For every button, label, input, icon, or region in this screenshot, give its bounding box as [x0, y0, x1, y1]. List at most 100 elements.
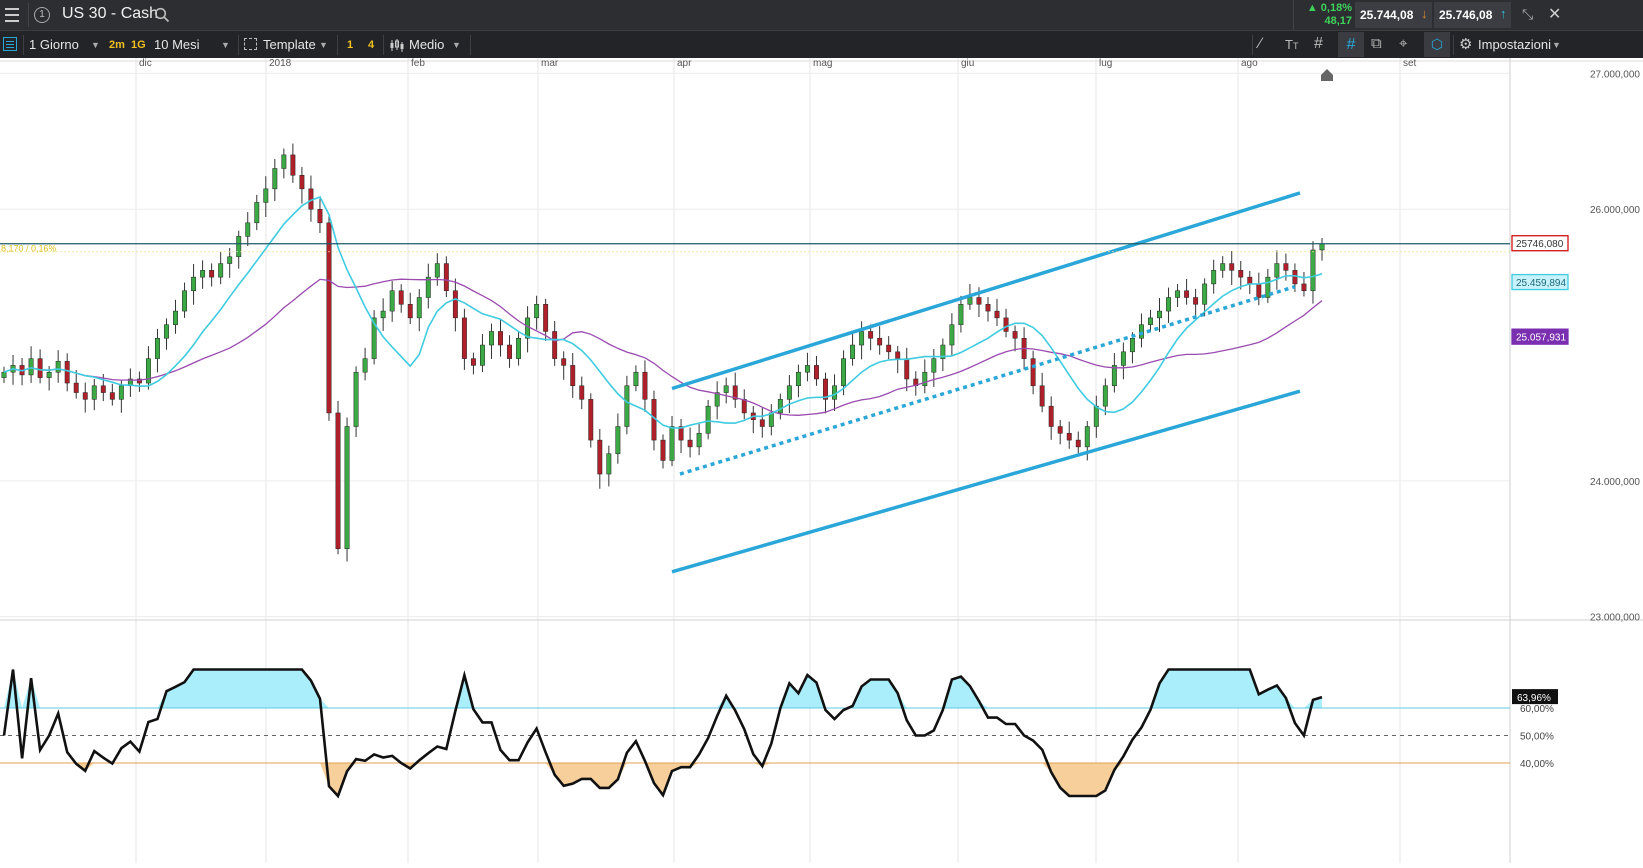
period-select[interactable]: 1 Giorno ▼ — [29, 31, 103, 59]
change-pts: 48,17 — [1324, 15, 1352, 27]
candle-down — [82, 392, 88, 400]
copy-icon[interactable]: ⧉ — [1371, 35, 1382, 52]
info-icon[interactable]: 1 — [34, 7, 50, 23]
symbol-title[interactable]: US 30 - Cash — [62, 5, 159, 22]
candle-down — [335, 412, 341, 549]
target-icon[interactable]: ⌖ — [1399, 35, 1408, 52]
chevron-down-icon[interactable]: ▼ — [1552, 40, 1561, 50]
rsi-current-box — [1512, 689, 1558, 705]
list-icon[interactable] — [3, 37, 17, 51]
candle-down — [326, 222, 332, 414]
range-select[interactable]: 10 Mesi ▼ — [154, 31, 232, 59]
home-marker-icon — [1321, 69, 1333, 81]
change-block: ▲ 0,18% 48,17 — [1296, 1, 1352, 29]
y-axis-label: 24.000,000 — [1590, 477, 1640, 488]
ma-slow-badge-box — [1511, 328, 1569, 345]
candle-up — [804, 365, 810, 373]
candle-down — [100, 385, 106, 393]
style-select[interactable]: Medio ▼ — [409, 31, 464, 59]
maximize-icon[interactable]: ⤡ — [1522, 6, 1534, 22]
price-chart[interactable]: dic 2018 feb mar apr mag giu lug ago set 27.000,0… — [0, 58, 1643, 863]
candle-down — [877, 337, 883, 346]
candle-up — [922, 371, 928, 387]
gear-icon[interactable]: ⚙ — [1459, 36, 1473, 53]
candle-up — [182, 290, 187, 312]
candle-up — [200, 270, 206, 278]
close-icon[interactable]: ✕ — [1548, 6, 1562, 23]
x-axis-label: mar — [541, 58, 559, 69]
candle-up — [669, 426, 675, 461]
candle-down — [678, 426, 684, 441]
chart-area[interactable]: dic 2018 feb mar apr mag giu lug ago set 27.000,0… — [0, 58, 1643, 863]
candle-up — [173, 310, 178, 325]
rsi-level-label: 50,00% — [1520, 732, 1554, 743]
candle-up — [1111, 365, 1117, 387]
candle-down — [470, 358, 476, 366]
template-select[interactable]: Template ▼ — [263, 31, 333, 59]
ask-box[interactable]: 25.746,08 ↑ — [1434, 2, 1511, 28]
candle-down — [895, 351, 901, 359]
tag-icon[interactable]: ⬡ — [1424, 32, 1450, 57]
candle-up — [705, 405, 711, 434]
channel-upper-line — [671, 191, 1301, 391]
bid-down-arrow-icon: ↓ — [1421, 6, 1428, 21]
crosshair-grid-icon[interactable]: # — [1338, 32, 1364, 57]
grid-icon[interactable]: # — [1314, 35, 1323, 52]
candle-down — [687, 439, 693, 448]
ma-slow-badge-text: 25.057,931 — [1516, 333, 1566, 344]
candle-up — [272, 168, 278, 190]
candle-up — [516, 337, 522, 359]
candle-up — [1220, 263, 1226, 271]
y-axis-label: 23.000,000 — [1590, 613, 1640, 624]
candle-up — [624, 385, 630, 427]
indicator-badge-1[interactable]: 1 — [347, 39, 354, 51]
candle-down — [1283, 263, 1289, 271]
candle-down — [976, 297, 982, 305]
candle-down — [1292, 270, 1298, 285]
trend-channel[interactable] — [671, 191, 1301, 574]
candle-down — [814, 365, 819, 380]
candle-down — [868, 331, 874, 339]
template-icon[interactable] — [244, 38, 257, 50]
candle-up — [714, 392, 720, 407]
chart-style-icon[interactable] — [389, 37, 405, 53]
timeframe-2m[interactable]: 2m — [109, 39, 125, 51]
settings-button[interactable]: Impostazioni — [1478, 37, 1551, 52]
candle-up — [841, 358, 846, 387]
indicator-badge-4[interactable]: 4 — [368, 39, 375, 51]
rsi-panel: 60,00% 50,00% 40,00% 63,96% — [0, 668, 1558, 799]
candle-down — [552, 331, 558, 359]
candle-up — [1129, 337, 1135, 353]
draw-line-icon[interactable]: ∕ — [1259, 35, 1262, 52]
candle-up — [191, 276, 197, 291]
candle-up — [1175, 290, 1181, 298]
candle-up — [218, 263, 224, 278]
candle-up — [1093, 405, 1099, 427]
candle-up — [696, 433, 702, 448]
style-label: Medio — [409, 37, 445, 52]
text-tool-icon[interactable]: TT — [1285, 37, 1299, 52]
bid-box[interactable]: 25.744,08 ↓ — [1355, 2, 1432, 28]
timeframe-1g[interactable]: 1G — [131, 39, 146, 51]
chevron-down-icon: ▼ — [221, 40, 230, 50]
menu-icon[interactable] — [5, 8, 19, 22]
top-bar: 1 US 30 - Cash ▲ 0,18% 48,17 25.744,08 ↓… — [0, 0, 1643, 30]
up-arrow-icon: ▲ — [1306, 2, 1318, 14]
period-label: 1 Giorno — [29, 37, 79, 52]
chevron-down-icon: ▼ — [452, 40, 461, 50]
candle-up — [606, 453, 612, 475]
rsi-current-text: 63,96% — [1517, 693, 1551, 704]
x-axis-label: giu — [961, 58, 974, 69]
x-axis-label: feb — [411, 58, 425, 69]
candle-down — [1247, 276, 1253, 285]
candle-up — [362, 358, 368, 373]
candle-down — [543, 304, 549, 332]
candle-down — [317, 208, 323, 224]
candle-down — [579, 385, 585, 400]
candle-up — [859, 331, 865, 346]
candle-up — [1084, 426, 1090, 448]
search-icon[interactable] — [154, 7, 170, 23]
candle-down — [290, 154, 296, 176]
rsi-oversold-fill — [4, 763, 1322, 796]
candle-down — [1184, 290, 1190, 298]
